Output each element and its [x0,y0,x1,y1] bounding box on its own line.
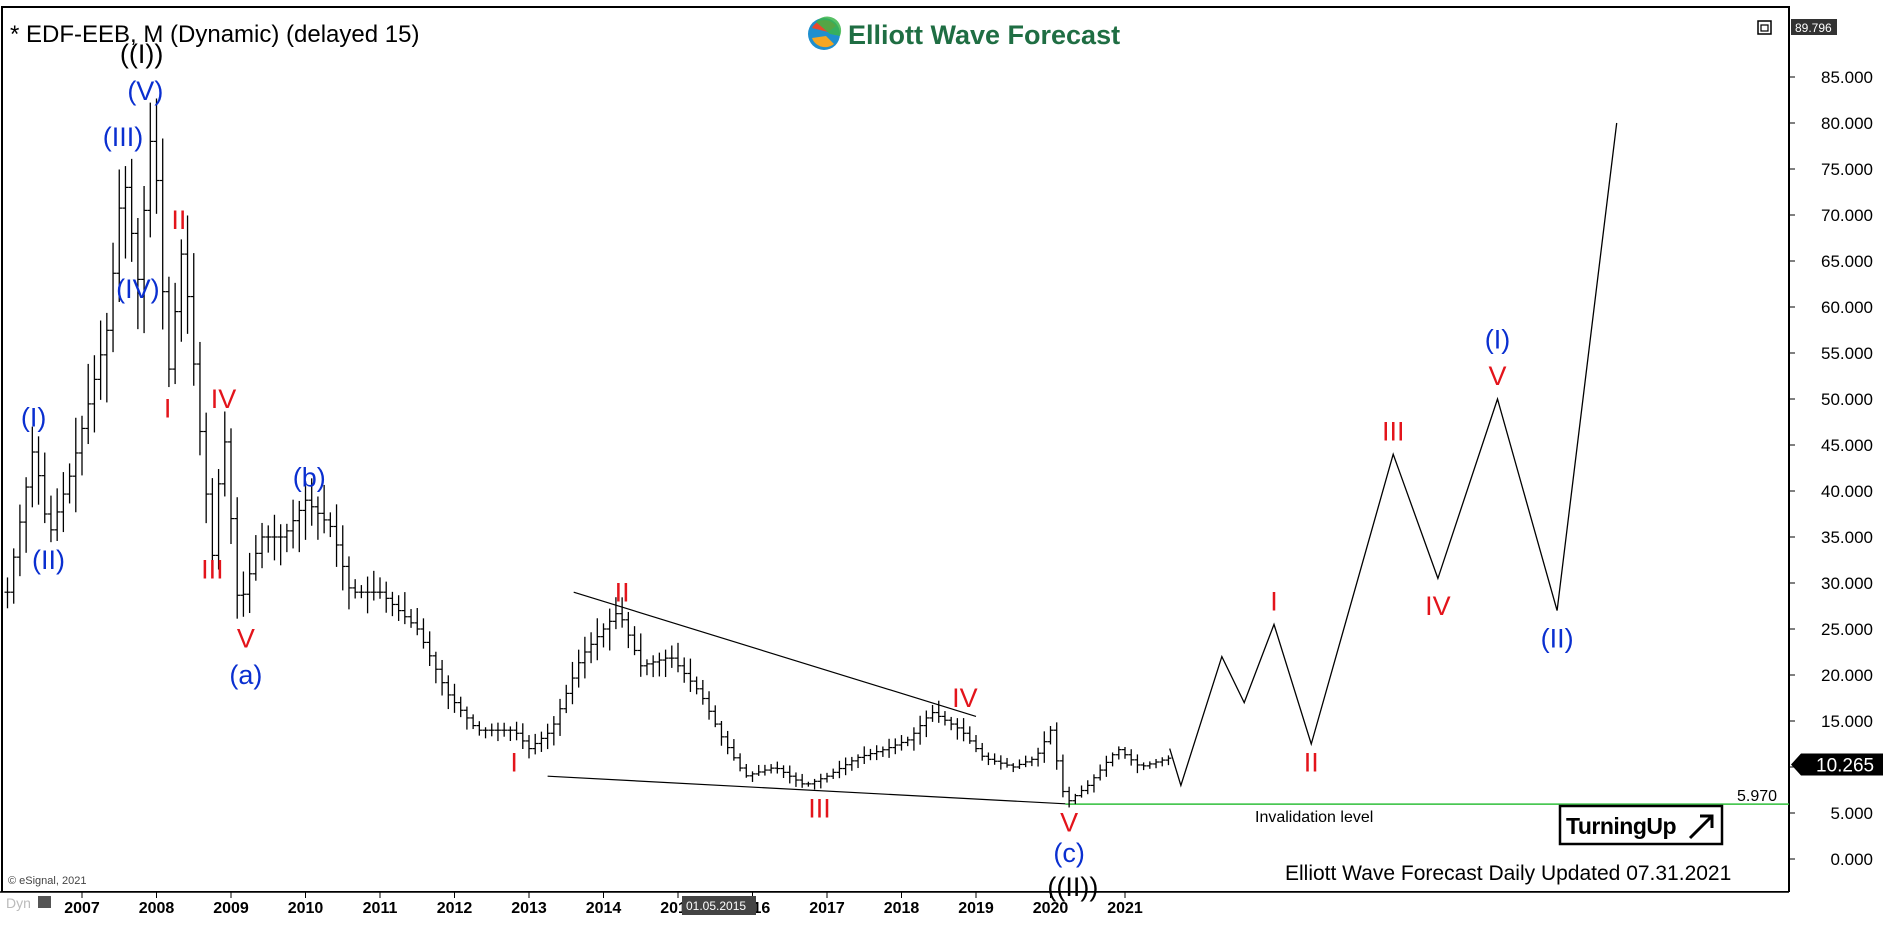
y-tick-label: 50.000 [1821,390,1873,409]
wave-label: III [808,794,831,824]
x-tick-label: 2019 [958,900,994,917]
x-tick-label: 2018 [884,900,920,917]
brand-logo: Elliott Wave Forecast [808,16,1120,50]
axis-ticks: 0.0005.00010.00015.00020.00025.00030.000… [64,68,1873,917]
wave-label: (IV) [116,274,160,304]
y-tick-label: 20.000 [1821,666,1873,685]
y-tick-label: 35.000 [1821,528,1873,547]
dyn-toggle-icon [38,896,51,908]
restore-window-icon[interactable] [1757,20,1772,35]
x-tick-label: 2007 [64,900,100,917]
x-tick-label: 2008 [139,900,175,917]
svg-text:89.796: 89.796 [1795,21,1832,35]
turningup-text: TurningUp [1566,813,1676,839]
wave-label: I [1270,587,1278,617]
x-tick-label: 2010 [288,900,324,917]
wave-label: ((I)) [120,39,163,69]
wave-label: III [201,554,224,584]
y-tick-label: 80.000 [1821,114,1873,133]
y-tick-label: 40.000 [1821,482,1873,501]
arrow-up-right-icon [1688,814,1714,840]
wave-label: II [615,577,630,607]
invalidation-value: 5.970 [1737,788,1777,805]
trendline-lower [547,775,1066,805]
wave-label: ((II)) [1047,872,1098,902]
x-tick-label: 2021 [1107,900,1143,917]
logo-swirl-green [816,16,842,36]
wave-label: (II) [1541,623,1574,653]
y-tick-label: 55.000 [1821,344,1873,363]
svg-text:01.05.2015: 01.05.2015 [686,899,746,913]
wave-label: IV [211,384,237,414]
wave-label: I [510,748,518,778]
chart-title: * EDF-EEB, M (Dynamic) (delayed 15) [10,21,419,48]
dyn-badge: Dyn [6,895,51,911]
last-price-tag: 10.265 [1791,753,1883,777]
top-price-tag: 89.796 [1791,19,1837,35]
turningup-logo: TurningUp [1558,804,1724,846]
x-tick-label: 2009 [213,900,249,917]
svg-text:10.265: 10.265 [1816,756,1874,777]
y-tick-label: 65.000 [1821,252,1873,271]
wave-label: V [237,623,255,653]
y-tick-label: 25.000 [1821,620,1873,639]
wave-label: (II) [32,545,65,575]
trendlines [547,591,1789,805]
price-bars [4,98,1172,808]
time-axis-bar [1,892,1884,923]
y-tick-label: 45.000 [1821,436,1873,455]
brand-name: Elliott Wave Forecast [848,20,1120,50]
y-tick-label: 75.000 [1821,160,1873,179]
wave-label: V [1488,361,1506,391]
x-tick-label: 2011 [363,900,398,917]
y-tick-label: 85.000 [1821,68,1873,87]
wave-label: (V) [127,76,163,106]
wave-label: I [164,393,172,423]
wave-label: IV [1425,591,1451,621]
projection-path [1169,122,1618,788]
x-tick-label: 2014 [586,900,622,917]
invalidation-label: Invalidation level [1255,809,1373,826]
logo-swirl-orange [812,36,834,48]
copyright-text: © eSignal, 2021 [8,875,86,887]
cursor-date-tag: 01.05.2015 [682,896,756,915]
wave-label: III [1382,416,1405,446]
wave-label: (c) [1053,838,1084,868]
wave-label: (III) [103,122,144,152]
x-tick-label: 2013 [511,900,547,917]
wave-labels: ((I))(V)(III)(IV)(I)(II)III IVIIIV(a)(b)I… [21,39,1574,902]
trendline-upper [573,591,977,717]
wave-label: II [171,205,186,235]
x-tick-label: 2012 [437,900,473,917]
x-tick-label: 2020 [1033,900,1069,917]
wave-label: (I) [1485,324,1510,354]
y-tick-label: 60.000 [1821,298,1873,317]
wave-label: II [1304,748,1319,778]
wave-label: V [1060,807,1078,837]
y-tick-label: 30.000 [1821,574,1873,593]
plot-border [1,6,1790,893]
y-tick-label: 15.000 [1821,712,1873,731]
wave-label: (a) [229,660,262,690]
wave-label: (I) [21,403,46,433]
x-tick-label: 2017 [809,900,845,917]
wave-label: (b) [293,462,326,492]
projection-line [1169,122,1618,788]
y-tick-label: 70.000 [1821,206,1873,225]
y-tick-label: 0.000 [1830,850,1873,869]
wave-label: IV [952,683,978,713]
y-tick-label: 5.000 [1830,804,1873,823]
svg-text:Dyn: Dyn [6,895,31,911]
updated-text: Elliott Wave Forecast Daily Updated 07.3… [1285,862,1731,885]
